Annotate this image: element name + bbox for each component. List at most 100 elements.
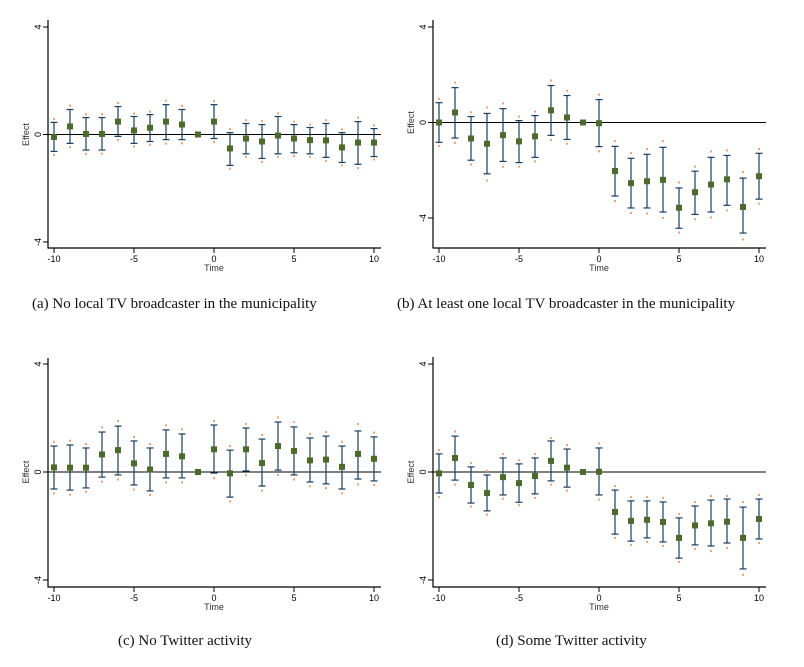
outer-ci-dot-low — [293, 155, 295, 157]
data-point-group — [531, 110, 539, 163]
estimate-marker — [147, 466, 153, 473]
data-point-group — [627, 152, 635, 214]
estimate-marker — [596, 120, 602, 127]
outer-ci-dot-low — [598, 150, 600, 153]
outer-ci-dot-high — [438, 449, 440, 452]
outer-ci-dot-low — [53, 492, 55, 495]
outer-ci-dot-high — [454, 81, 456, 84]
x-tick-label: 5 — [676, 254, 681, 264]
data-point-group — [723, 149, 731, 212]
data-point-group — [707, 495, 715, 553]
data-point-group — [66, 439, 74, 496]
outer-ci-dot-high — [373, 124, 375, 127]
outer-ci-dot-high — [261, 120, 263, 123]
outer-ci-dot-high — [229, 128, 231, 131]
estimate-marker — [612, 508, 618, 515]
data-point-group — [499, 452, 507, 500]
outer-ci-dot-high — [309, 432, 311, 435]
x-axis-title: Time — [204, 263, 224, 273]
data-point-group — [306, 432, 314, 488]
data-point-group — [547, 436, 555, 486]
outer-ci-dot-high — [694, 165, 696, 168]
y-axis-title: Effect — [406, 460, 416, 483]
outer-ci-dot-low — [69, 493, 71, 496]
data-point-group — [563, 89, 571, 145]
data-point-group — [210, 100, 218, 144]
data-point-group — [499, 102, 507, 168]
outer-ci-dot-high — [53, 440, 55, 443]
outer-ci-dot-low — [213, 476, 215, 479]
outer-ci-dot-low — [85, 490, 87, 493]
estimate-marker — [548, 457, 554, 464]
estimate-marker — [452, 109, 458, 116]
outer-ci-dot-low — [710, 216, 712, 219]
data-point-group — [178, 428, 186, 484]
outer-ci-dot-low — [117, 138, 119, 141]
outer-ci-dot-high — [614, 485, 616, 488]
data-point-group — [146, 442, 154, 496]
outer-ci-dot-low — [598, 498, 600, 501]
estimate-marker — [484, 140, 490, 147]
y-axis-title: Effect — [21, 460, 31, 483]
data-point-group — [755, 148, 763, 205]
outer-ci-dot-low — [614, 200, 616, 203]
outer-ci-dot-high — [710, 495, 712, 498]
outer-ci-dot-high — [758, 148, 760, 151]
outer-ci-dot-high — [277, 112, 279, 115]
outer-ci-dot-high — [181, 105, 183, 108]
outer-ci-dot-high — [518, 115, 520, 118]
outer-ci-dot-high — [438, 97, 440, 100]
outer-ci-dot-high — [518, 459, 520, 462]
estimate-marker — [227, 145, 233, 152]
outer-ci-dot-high — [646, 496, 648, 499]
outer-ci-dot-high — [726, 149, 728, 152]
estimate-marker — [51, 464, 57, 471]
outer-ci-dot-high — [261, 434, 263, 437]
outer-ci-dot-high — [213, 100, 215, 103]
data-point-group — [338, 128, 346, 167]
data-point-group — [691, 500, 699, 550]
data-point-group — [242, 422, 250, 477]
outer-ci-dot-high — [53, 117, 55, 120]
outer-ci-dot-low — [277, 473, 279, 476]
x-axis-title: Time — [589, 602, 609, 612]
estimate-marker — [131, 460, 137, 467]
chart-panel-b: 4 0 -4 Effect -10 -5 0 5 10 Time — [406, 20, 766, 273]
outer-ci-dot-low — [101, 152, 103, 155]
data-point-group — [483, 106, 491, 182]
data-point-group — [195, 469, 201, 475]
outer-ci-dot-low — [229, 500, 231, 503]
outer-ci-dot-low — [470, 163, 472, 166]
estimate-marker — [211, 446, 217, 453]
outer-ci-dot-low — [245, 155, 247, 158]
estimate-marker — [131, 127, 137, 134]
estimate-marker — [83, 464, 89, 471]
outer-ci-dot-high — [85, 113, 87, 116]
estimate-marker — [724, 176, 730, 183]
outer-ci-dot-high — [181, 428, 183, 431]
data-point-group — [98, 113, 106, 155]
outer-ci-dot-high — [710, 150, 712, 153]
y-tick-label: 4 — [418, 24, 428, 29]
estimate-marker — [371, 139, 377, 146]
outer-ci-dot-high — [550, 79, 552, 82]
data-point-group — [739, 171, 747, 241]
estimate-marker — [708, 181, 714, 188]
data-point-group — [114, 419, 122, 481]
estimate-marker — [243, 135, 249, 142]
estimate-marker — [339, 463, 345, 470]
estimate-marker — [548, 107, 554, 114]
outer-ci-dot-low — [630, 211, 632, 214]
estimate-marker — [500, 132, 506, 139]
outer-ci-dot-low — [646, 540, 648, 543]
data-point-group — [306, 123, 314, 158]
x-tick-label: -5 — [515, 593, 523, 603]
outer-ci-dot-low — [133, 488, 135, 491]
outer-ci-dot-high — [470, 462, 472, 465]
estimate-marker — [644, 516, 650, 523]
estimate-marker — [275, 443, 281, 450]
outer-ci-dot-high — [646, 148, 648, 151]
data-point-group — [467, 462, 475, 508]
data-point-group — [226, 445, 234, 503]
outer-ci-dot-high — [662, 496, 664, 499]
